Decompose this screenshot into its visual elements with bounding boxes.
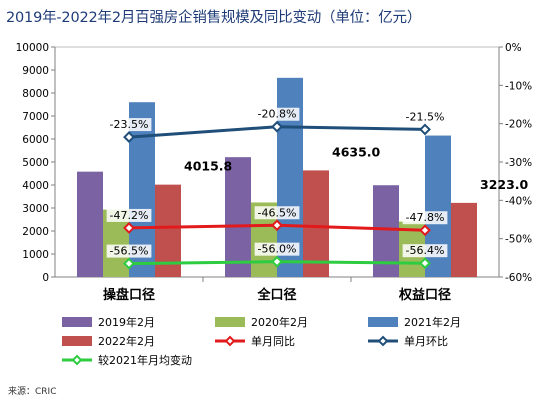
series-point [271,120,283,133]
bar-value-label: 3223.0 [480,177,529,192]
right-tick-label: -60% [505,272,532,284]
category-labels: 操盘口径 全口径 权益口径 [103,277,451,303]
line-value-label: -56.0% [258,243,297,256]
legend-swatch-bar [62,336,92,346]
line-label-bg [254,242,300,256]
bar [303,170,329,277]
line-value-label: -20.8% [258,108,297,121]
left-tick-label: 9000 [22,65,49,77]
bar [225,157,251,277]
line-value-label: -46.5% [258,206,297,219]
legend-label: 2022年2月 [98,334,155,348]
series-point [123,222,135,234]
line-value-label: -47.2% [110,209,149,222]
bar [451,202,477,277]
right-tick-label: -20% [505,119,532,131]
legend: 2019年2月 2020年2月 2021年2月 2022年2月 单月同比 单月环比较202… [62,315,461,367]
line-label-bg [254,107,300,121]
left-tick-label: 6000 [22,134,49,146]
line-label-bg [402,110,448,124]
left-tick-label: 4000 [22,180,49,192]
right-axis-ticks: 0% -10% -20% -30% -40% -50% -60% [499,42,532,284]
chart-title: 2019年-2022年2月百强房企销售规模及同比变动（单位：亿元） [6,10,422,26]
legend-swatch-marker [377,335,389,347]
left-tick-label: 10000 [16,42,49,54]
category-label: 权益口径 [398,287,451,303]
line-label-bg [106,118,152,132]
left-tick-label: 1000 [22,249,49,261]
legend-swatch-bar [368,317,398,327]
series-point [123,131,135,143]
left-tick-label: 8000 [22,88,49,100]
series-point [271,255,283,268]
left-tick-label: 5000 [22,157,49,169]
right-tick-label: -30% [505,157,532,169]
right-tick-label: 0% [505,42,522,54]
line-value-label: -47.8% [406,211,445,224]
left-tick-label: 0 [42,272,49,284]
legend-label: 2020年2月 [251,315,308,329]
line-value-label: -56.4% [406,244,445,257]
legend-label: 2021年2月 [404,315,461,329]
series-point [419,123,431,136]
series-point [123,257,135,270]
line-label-bg [106,208,152,222]
line-label-bg [254,206,300,220]
bar [77,171,103,277]
category-label: 全口径 [256,287,296,303]
line-label-bg [402,244,448,258]
left-tick-label: 3000 [22,203,49,215]
legend-swatch-bar [215,317,245,327]
right-tick-label: -10% [505,80,532,92]
series-point [419,257,431,270]
legend-label: 单月同比 [251,335,295,348]
bar-value-labels: 4015.8 4635.0 3223.0 [184,144,529,191]
line-value-labels: -47.2% -46.5% -47.8% -23.5% -20.8% -21.5% -56.… [106,107,448,258]
bar-value-label: 4635.0 [332,144,381,159]
line-label-bg [106,244,152,258]
legend-label: 2019年2月 [98,315,155,329]
legend-label: 较2021年月均变动 [98,353,192,367]
line-value-label: -56.5% [110,245,149,258]
series-point [419,224,431,237]
legend-swatch-bar [62,317,92,327]
category-label: 操盘口径 [103,287,155,303]
bar-value-label: 4015.8 [184,159,232,174]
left-tick-label: 2000 [22,226,49,238]
legend-label: 单月环比 [404,335,448,348]
legend-swatch-marker [71,354,83,366]
line-label-bg [402,211,448,225]
series-point [271,219,283,232]
left-axis-ticks: 0 1000 2000 3000 4000 5000 6000 7000 8000 9000 100… [16,42,55,284]
legend-swatch-marker [224,335,236,347]
right-tick-label: -40% [505,195,532,207]
right-tick-label: -50% [505,234,532,246]
line-series-group [123,120,431,270]
line-value-label: -21.5% [406,110,445,123]
source-note: 来源：CRIC [8,387,57,397]
line-value-label: -23.5% [110,118,149,131]
left-tick-label: 7000 [22,111,49,123]
